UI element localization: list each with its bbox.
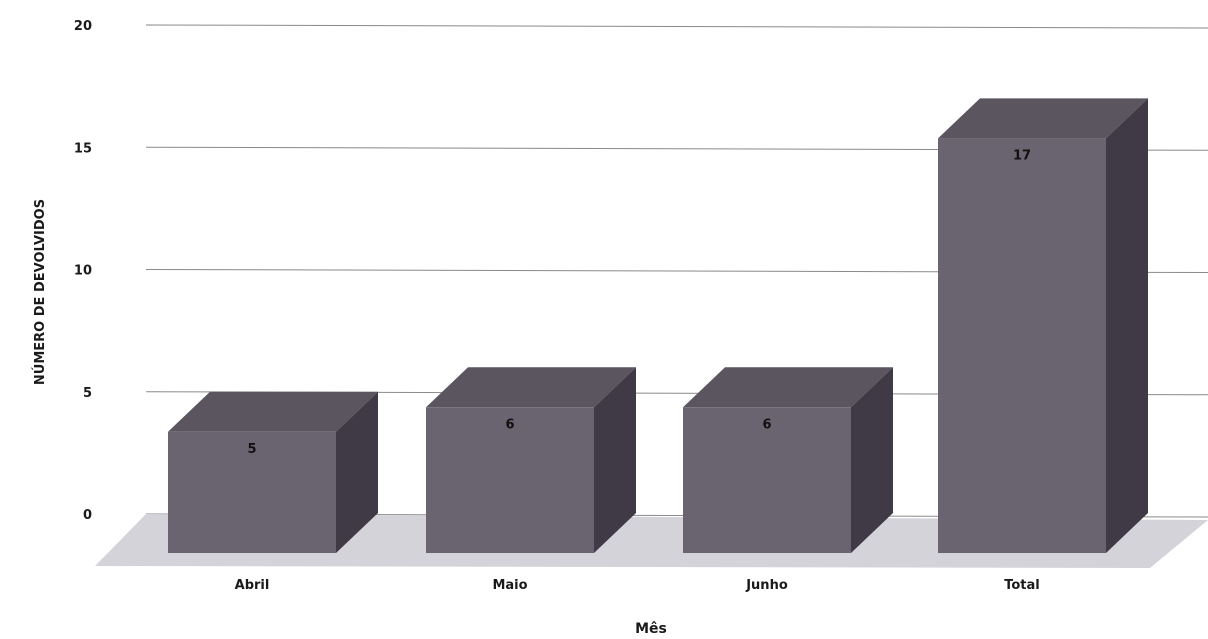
- y-tick-label: 15: [74, 141, 92, 156]
- y-tick-label: 0: [83, 508, 92, 523]
- bar-side: [336, 391, 378, 553]
- bar-side: [1106, 98, 1148, 553]
- y-tick-label: 10: [74, 264, 92, 279]
- bar-abril: [168, 391, 378, 553]
- data-label: 6: [762, 417, 771, 432]
- bar-top: [426, 367, 636, 408]
- y-tick-label: 5: [83, 386, 92, 401]
- x-tick-label: Maio: [492, 578, 527, 593]
- bar-junho: [683, 367, 893, 553]
- bar-maio: [426, 367, 636, 553]
- y-axis-ticks: 0 5 10 15 20: [74, 19, 92, 523]
- data-labels: 5 6 6 17: [247, 148, 1031, 456]
- x-axis-title: Mês: [635, 621, 667, 635]
- chart-floor: [95, 514, 1208, 568]
- data-label: 6: [505, 417, 514, 432]
- bar-front: [168, 431, 336, 553]
- floor-plane: [95, 514, 1208, 568]
- y-axis-title: NÚMERO DE DEVOLVIDOS: [32, 199, 48, 385]
- x-tick-label: Junho: [745, 578, 788, 593]
- bar-side: [594, 367, 636, 553]
- bar-top: [938, 98, 1148, 139]
- bar-total: [938, 98, 1148, 553]
- data-label: 5: [247, 442, 256, 457]
- gridline: [145, 24, 1208, 29]
- bar-side: [851, 367, 893, 553]
- x-tick-label: Total: [1004, 578, 1040, 593]
- y-tick-label: 20: [74, 19, 92, 34]
- bar-front: [938, 138, 1106, 553]
- data-label: 17: [1013, 148, 1031, 163]
- bar-front: [426, 407, 594, 553]
- bar-front: [683, 407, 851, 553]
- bar-top: [168, 391, 378, 432]
- bars: [168, 98, 1148, 553]
- x-tick-label: Abril: [235, 578, 270, 593]
- x-axis-ticks: Abril Maio Junho Total: [235, 578, 1040, 593]
- bar-top: [683, 367, 893, 408]
